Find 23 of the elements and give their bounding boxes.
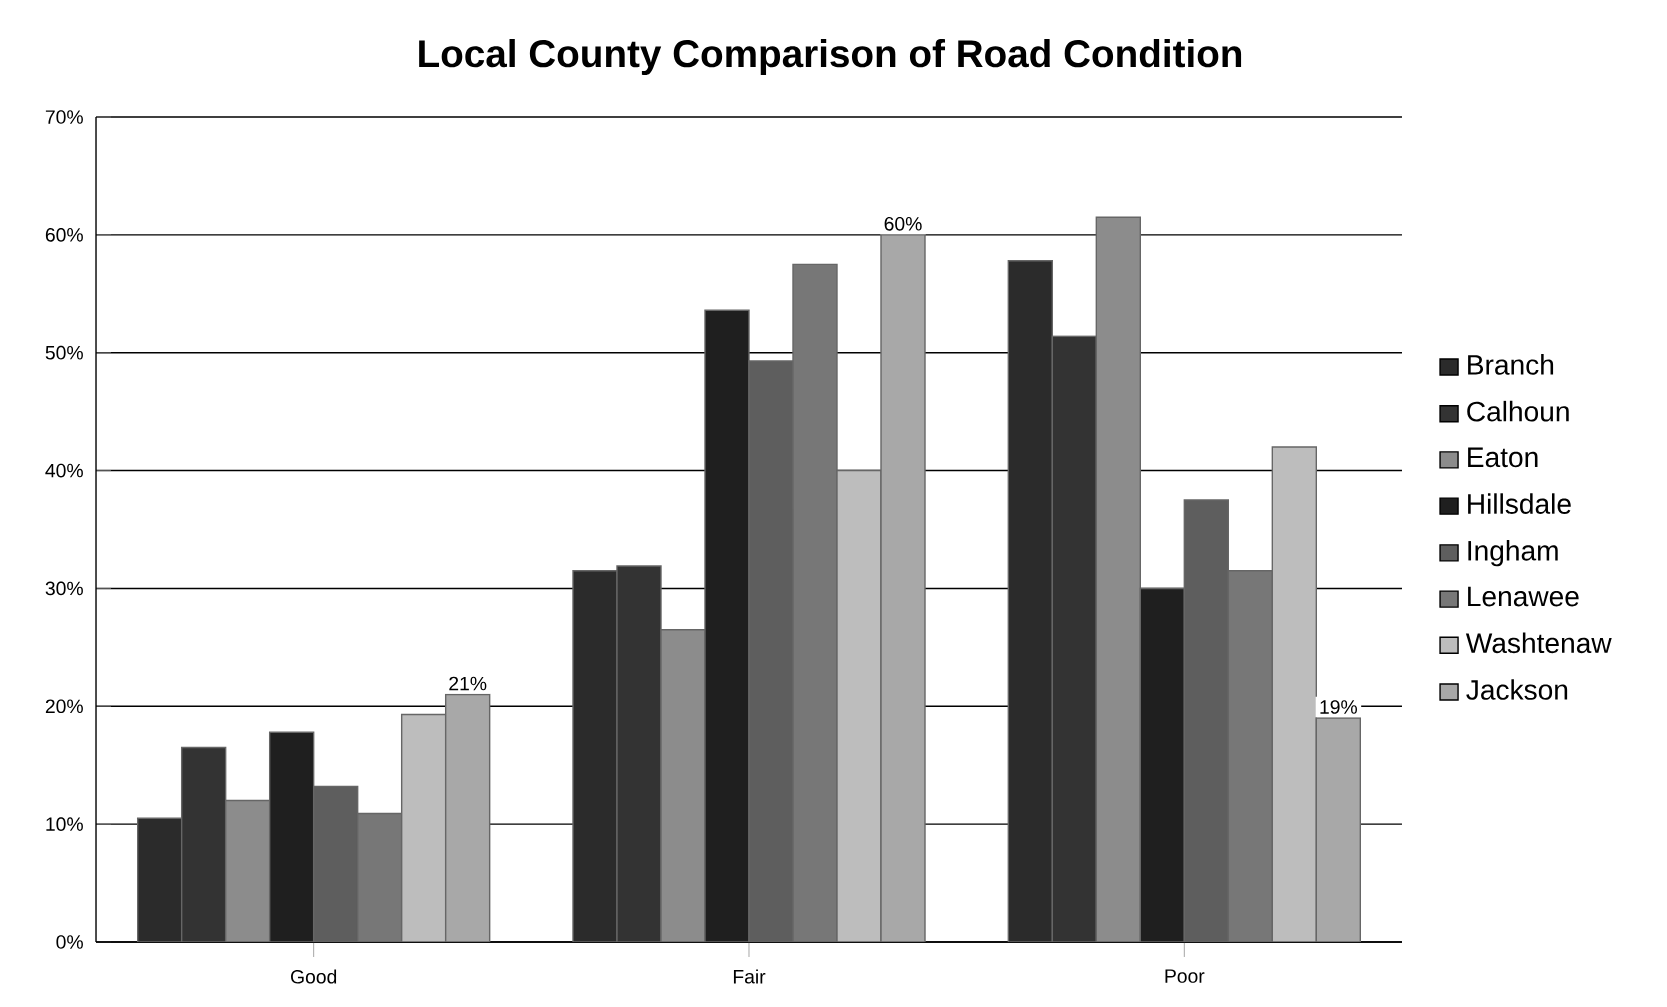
- y-tick-label: 20%: [45, 699, 83, 714]
- y-tick-label: 0%: [56, 935, 83, 949]
- legend-label: Branch: [1468, 354, 1554, 375]
- data-label: 19%: [1320, 700, 1358, 714]
- legend-label: Jackson: [1466, 679, 1568, 700]
- x-tick-label: Good: [291, 969, 337, 984]
- y-tick-label: 70%: [45, 110, 83, 124]
- legend-label: Ingham: [1468, 540, 1558, 567]
- x-tick-label: Fair: [733, 969, 766, 984]
- legend-label: Washtenaw: [1465, 632, 1612, 654]
- data-label: 60%: [884, 216, 922, 231]
- y-tick-label: 40%: [45, 463, 83, 478]
- legend-label: Calhoun: [1467, 400, 1569, 422]
- data-label: 21%: [449, 676, 487, 691]
- y-tick-label: 30%: [45, 581, 83, 596]
- legend-label: Eaton: [1468, 447, 1538, 468]
- y-tick-label: 10%: [46, 817, 83, 831]
- y-tick-label: 60%: [45, 228, 83, 242]
- chart-title: Local County Comparison of Road Condition: [419, 38, 1242, 75]
- y-tick-label: 50%: [45, 345, 83, 360]
- legend-label: Hillsdale: [1468, 493, 1571, 514]
- legend-label: Lenawee: [1468, 586, 1579, 607]
- x-tick-label: Poor: [1165, 969, 1205, 983]
